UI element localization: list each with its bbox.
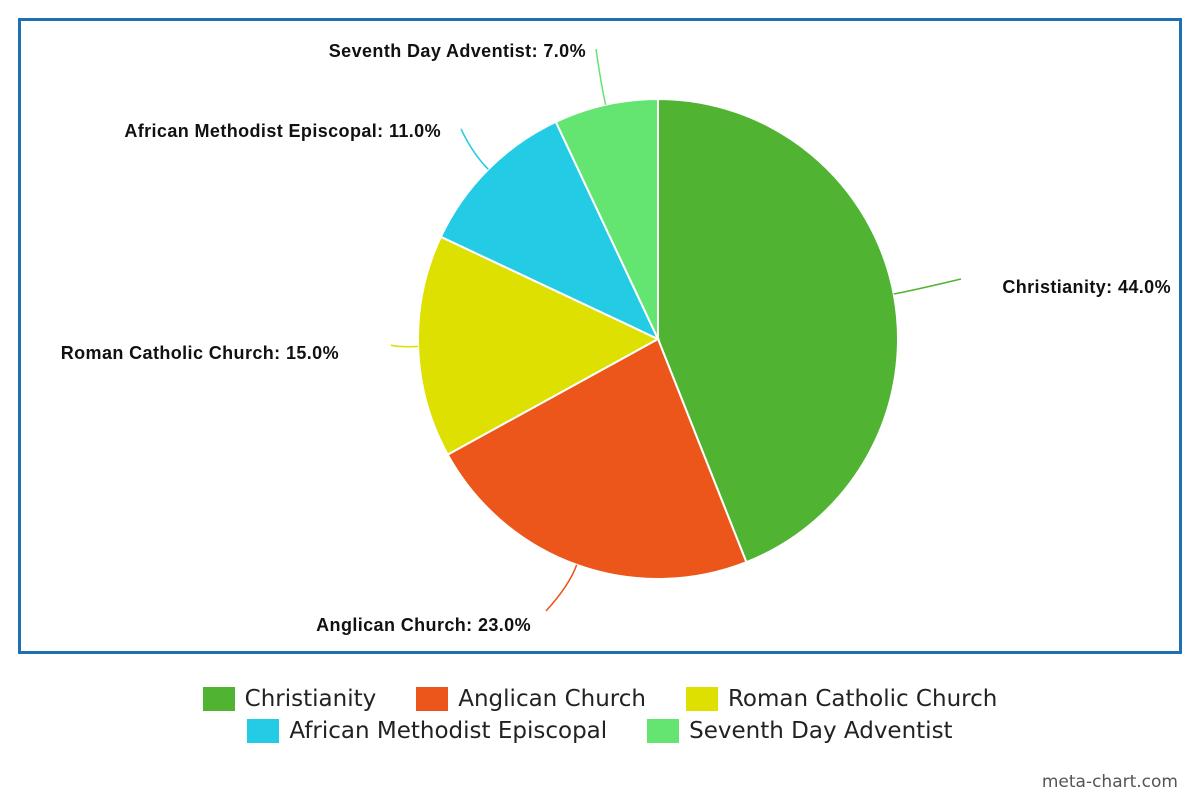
pie-chart: Christianity: 44.0% Anglican Church: 23.0… [61, 41, 1171, 635]
connector-seventh-day-adventist [595, 48, 607, 105]
legend-swatch-christianity [202, 687, 235, 711]
legend-row-2: African Methodist Episcopal Seventh Day … [247, 718, 953, 744]
pie-slice-african-methodist-episcopal[interactable] [439, 120, 661, 342]
legend-item-roman-catholic-church[interactable]: Roman Catholic Church [685, 686, 998, 712]
connector-christianity [893, 278, 962, 295]
legend-swatch-seventh-day-adventist [647, 719, 680, 743]
legend-label-christianity: Christianity [244, 686, 377, 712]
legend-item-christianity[interactable]: Christianity [202, 686, 377, 712]
legend-label-anglican-church: Anglican Church [458, 686, 646, 712]
slice-label-african-methodist-episcopal: African Methodist Episcopal: 11.0% [124, 121, 441, 141]
legend-swatch-anglican-church [416, 687, 449, 711]
legend-label-seventh-day-adventist: Seventh Day Adventist [689, 718, 953, 744]
legend-swatch-roman-catholic-church [685, 687, 718, 711]
slice-label-christianity: Christianity: 44.0% [1002, 277, 1171, 297]
legend-item-african-methodist-episcopal[interactable]: African Methodist Episcopal [247, 718, 607, 744]
legend-item-anglican-church[interactable]: Anglican Church [416, 686, 646, 712]
legend-label-african-methodist-episcopal: African Methodist Episcopal [289, 718, 608, 744]
watermark: meta-chart.com [1041, 772, 1178, 792]
slice-label-anglican-church: Anglican Church: 23.0% [316, 615, 531, 635]
chart-area: Christianity: 44.0% Anglican Church: 23.0… [18, 18, 1182, 654]
pie-slice-roman-catholic-church[interactable] [417, 235, 661, 456]
connector-anglican-church [545, 564, 578, 612]
legend-label-roman-catholic-church: Roman Catholic Church [727, 686, 998, 712]
legend: Christianity Anglican Church Roman Catho… [0, 686, 1200, 744]
pie-slice-christianity[interactable] [657, 97, 899, 564]
pie-slice-anglican-church[interactable] [446, 337, 748, 580]
slice-label-seventh-day-adventist: Seventh Day Adventist: 7.0% [329, 41, 586, 61]
legend-row-1: Christianity Anglican Church Roman Catho… [202, 686, 998, 712]
connector-roman-catholic-church [390, 344, 419, 348]
pie-slice-seventh-day-adventist[interactable] [554, 97, 659, 340]
legend-item-seventh-day-adventist[interactable]: Seventh Day Adventist [647, 718, 953, 744]
connector-african-methodist-episcopal [460, 128, 489, 170]
slice-label-roman-catholic-church: Roman Catholic Church: 15.0% [61, 343, 339, 363]
legend-swatch-african-methodist-episcopal [247, 719, 280, 743]
